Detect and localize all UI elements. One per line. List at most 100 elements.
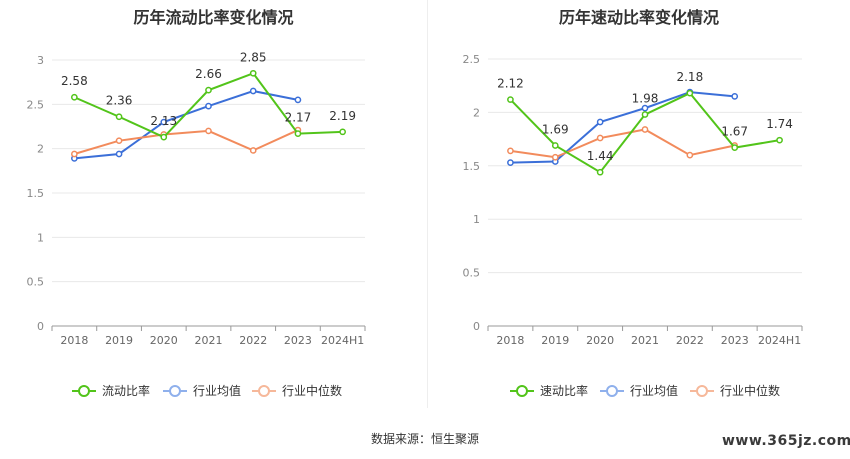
legend-marker (606, 385, 618, 397)
data-point (731, 144, 739, 151)
data-point (205, 86, 212, 94)
data-point (776, 136, 783, 144)
legend-marker (78, 385, 90, 397)
data-label: 2.12 (497, 77, 524, 91)
data-point (641, 111, 649, 118)
x-tick-label: 2019 (541, 334, 569, 347)
x-tick-label: 2023 (284, 334, 312, 347)
legend-label: 流动比率 (102, 383, 150, 398)
data-point (294, 130, 302, 137)
y-tick-label: 0 (473, 320, 480, 333)
data-label: 2.18 (676, 70, 703, 84)
legend-label: 速动比率 (540, 383, 588, 398)
y-tick-label: 0.5 (463, 267, 481, 280)
y-tick-label: 1.5 (463, 160, 481, 173)
x-tick-label: 2021 (631, 334, 659, 347)
chart-title: 历年速动比率变化情况 (558, 8, 719, 27)
data-point (641, 104, 649, 112)
legend-label: 行业中位数 (282, 383, 342, 398)
y-tick-label: 2 (473, 106, 480, 119)
legend-item: 行业中位数 (252, 383, 342, 398)
legend-marker (169, 385, 181, 397)
data-point (115, 113, 123, 121)
y-tick-label: 0.5 (27, 276, 45, 289)
series-line (510, 128, 735, 159)
quick-ratio-chart: 历年速动比率变化情况 0 0.5 1 1.5 2 2.5 2018 2019 2020 2021 2… (428, 0, 850, 408)
y-tick-label: 1 (37, 231, 44, 244)
data-point (160, 133, 168, 141)
data-point (249, 87, 257, 95)
data-point (686, 89, 694, 97)
data-point (596, 168, 604, 176)
data-label: 2.19 (329, 109, 356, 123)
x-tick-label: 2020 (586, 334, 614, 347)
y-tick-label: 1 (473, 213, 480, 226)
x-tick-label: 2021 (195, 334, 223, 347)
data-point (686, 151, 694, 159)
x-tick-label: 2018 (60, 334, 88, 347)
data-point (71, 93, 78, 101)
y-tick-label: 0 (37, 320, 44, 333)
data-label: 2.66 (195, 67, 222, 81)
y-tick-label: 2 (37, 143, 44, 156)
data-point (115, 137, 123, 145)
y-tick-label: 3 (37, 54, 44, 67)
data-label: 1.74 (766, 117, 793, 131)
data-label: 2.58 (61, 74, 88, 88)
data-point (249, 69, 257, 77)
data-point (71, 150, 78, 158)
x-tick-label: 2018 (496, 334, 524, 347)
legend-item: 行业均值 (600, 383, 678, 398)
x-tick-label: 2024H1 (758, 334, 801, 347)
chart-title: 历年流动比率变化情况 (133, 8, 294, 27)
x-tick-label: 2020 (150, 334, 178, 347)
x-tick-label: 2022 (676, 334, 704, 347)
legend-item: 行业中位数 (690, 383, 780, 398)
legend-label: 行业均值 (193, 383, 241, 398)
data-label: 2.13 (150, 114, 177, 128)
y-tick-label: 2.5 (463, 53, 481, 66)
data-point (551, 142, 559, 149)
legend-marker (258, 385, 270, 397)
x-tick-label: 2024H1 (321, 334, 364, 347)
data-point (160, 118, 168, 126)
legend-label: 行业中位数 (720, 383, 780, 398)
data-point (205, 102, 212, 110)
data-point (339, 128, 346, 136)
panel-divider (427, 0, 428, 408)
quick-ratio-plot: 0 0.5 1 1.5 2 2.5 2018 2019 2020 2021 2022 2023 2024… (463, 53, 803, 398)
data-label: 1.69 (542, 123, 569, 137)
data-point (507, 96, 514, 103)
data-point (294, 96, 302, 104)
legend-item: 行业均值 (163, 383, 241, 398)
watermark: www.365jz.com (722, 433, 850, 449)
x-tick-label: 2023 (721, 334, 749, 347)
series-line (510, 91, 735, 164)
y-tick-label: 1.5 (27, 187, 45, 200)
current-ratio-plot: 0 0.5 1 1.5 2 2.5 3 2018 2019 2020 2021 2022 2023 202… (27, 50, 366, 398)
data-point (596, 118, 604, 126)
data-point (249, 147, 257, 154)
legend-item: 速动比率 (510, 383, 588, 398)
data-label: 1.67 (721, 125, 748, 139)
legend-marker (516, 385, 528, 397)
x-tick-label: 2019 (105, 334, 133, 347)
current-ratio-chart: 历年流动比率变化情况 0 0.5 1 1.5 2 2.5 3 2018 2019 2020 2021… (0, 0, 427, 408)
data-point (205, 127, 212, 135)
y-tick-label: 2.5 (27, 98, 45, 111)
data-point (596, 134, 604, 142)
data-source: 数据来源：恒生聚源 (370, 432, 479, 446)
data-label: 2.17 (285, 111, 312, 125)
series-line (74, 129, 299, 155)
data-label: 2.85 (240, 50, 267, 64)
legend-item: 流动比率 (72, 383, 150, 398)
data-label: 1.98 (632, 92, 659, 106)
data-point (507, 159, 514, 166)
data-label: 2.36 (106, 94, 133, 108)
legend-label: 行业均值 (630, 383, 678, 398)
legend-marker (696, 385, 708, 397)
data-point (731, 93, 739, 100)
data-point (507, 147, 514, 155)
data-point (115, 150, 123, 158)
data-point (641, 126, 649, 133)
